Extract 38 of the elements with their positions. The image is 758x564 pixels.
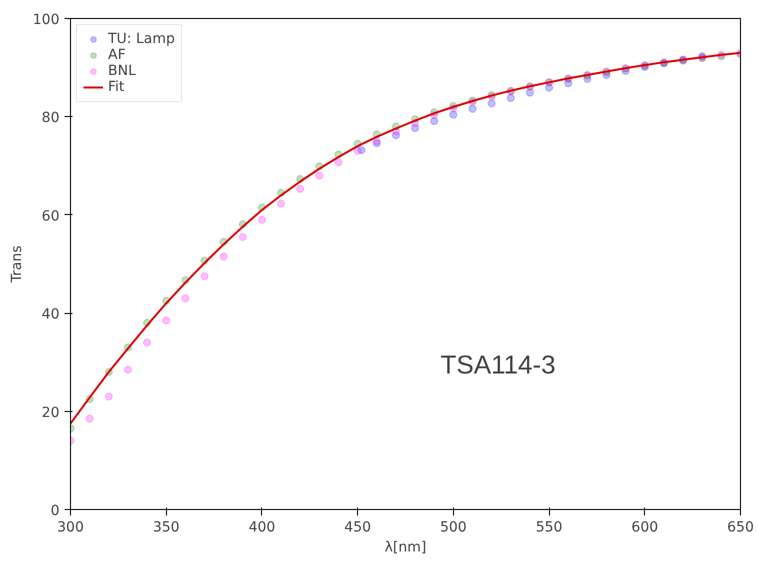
legend-label: BNL xyxy=(108,63,136,79)
legend-label: AF xyxy=(108,47,127,63)
y-tick-label: 100 xyxy=(32,12,60,28)
point xyxy=(488,99,496,108)
point xyxy=(104,392,113,401)
point xyxy=(258,216,266,224)
y-tick-label: 20 xyxy=(42,404,60,421)
point xyxy=(86,414,94,423)
point xyxy=(315,172,324,180)
point xyxy=(334,158,342,166)
x-tick-label: 500 xyxy=(440,520,467,536)
y-tick-label: 0 xyxy=(50,503,60,519)
point xyxy=(238,233,247,241)
point xyxy=(296,184,304,193)
point xyxy=(143,338,152,347)
x-tick-label: 450 xyxy=(344,520,372,536)
point xyxy=(354,147,362,156)
x-axis-title: λ[nm] xyxy=(384,540,426,556)
point xyxy=(277,200,286,208)
x-tick-label: 400 xyxy=(248,520,276,536)
y-tick-label: 80 xyxy=(42,110,60,126)
y-axis-title: Trans xyxy=(8,246,25,284)
y-tick-label: 60 xyxy=(42,208,60,224)
point xyxy=(200,272,208,280)
annotation: TSA114-3 xyxy=(440,350,556,380)
x-tick-label: 600 xyxy=(631,520,658,536)
x-tick-label: 550 xyxy=(536,520,562,536)
x-tick-label: 650 xyxy=(727,520,754,536)
point xyxy=(162,316,170,324)
x-tick-label: 300 xyxy=(57,520,84,536)
legend-label: TU: Lamp xyxy=(108,31,175,47)
point xyxy=(124,366,132,374)
legend-label: Fit xyxy=(108,79,126,95)
point xyxy=(220,252,228,261)
point xyxy=(181,294,190,302)
x-tick-label: 350 xyxy=(152,520,180,536)
y-tick-label: 40 xyxy=(42,306,60,323)
point xyxy=(468,104,476,113)
